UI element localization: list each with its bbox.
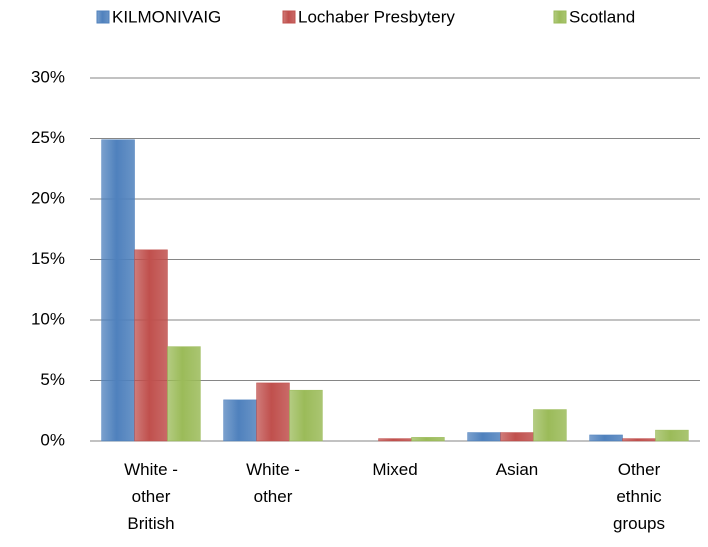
bar	[134, 249, 168, 442]
y-tick-label: 10%	[31, 309, 65, 328]
legend-label: Scotland	[569, 7, 635, 26]
bar	[411, 437, 445, 442]
x-tick-label-line: Mixed	[372, 460, 417, 479]
legend-swatch	[282, 10, 296, 24]
y-tick-label: 5%	[40, 370, 65, 389]
x-tick-label-line: White -	[124, 460, 178, 479]
bar	[589, 434, 623, 442]
bar	[655, 429, 689, 442]
legend-label: Lochaber Presbytery	[298, 7, 455, 26]
bar	[500, 432, 534, 442]
bar	[622, 438, 656, 442]
x-tick-label: Asian	[496, 460, 539, 479]
x-tick-label: White - other British	[124, 460, 178, 533]
y-tick-label: 20%	[31, 188, 65, 207]
bar	[378, 438, 412, 442]
bar	[289, 389, 323, 442]
x-tick-label: Other ethnic groups	[613, 460, 665, 533]
y-tick-label: 30%	[31, 67, 65, 86]
bar	[467, 432, 501, 442]
x-tick-label: Mixed	[372, 460, 417, 479]
bar	[223, 399, 257, 442]
x-tick-label-line: Asian	[496, 460, 539, 479]
x-tick-label-line: other	[254, 487, 293, 506]
legend-swatch	[553, 10, 567, 24]
legend-label: KILMONIVAIG	[112, 7, 221, 26]
y-tick-label: 0%	[40, 430, 65, 449]
legend-swatch	[96, 10, 110, 24]
x-tick-label-line: groups	[613, 514, 665, 533]
x-tick-label-line: Other	[618, 460, 661, 479]
x-tick-label-line: ethnic	[616, 487, 662, 506]
bar	[101, 139, 135, 442]
x-tick-label-line: White -	[246, 460, 300, 479]
x-tick-label: White - other	[246, 460, 300, 506]
bar	[256, 382, 290, 442]
y-tick-label: 25%	[31, 128, 65, 147]
bar	[533, 409, 567, 442]
bar	[167, 346, 201, 442]
x-tick-label-line: other	[132, 487, 171, 506]
x-tick-label-line: British	[127, 514, 174, 533]
y-tick-label: 15%	[31, 249, 65, 268]
